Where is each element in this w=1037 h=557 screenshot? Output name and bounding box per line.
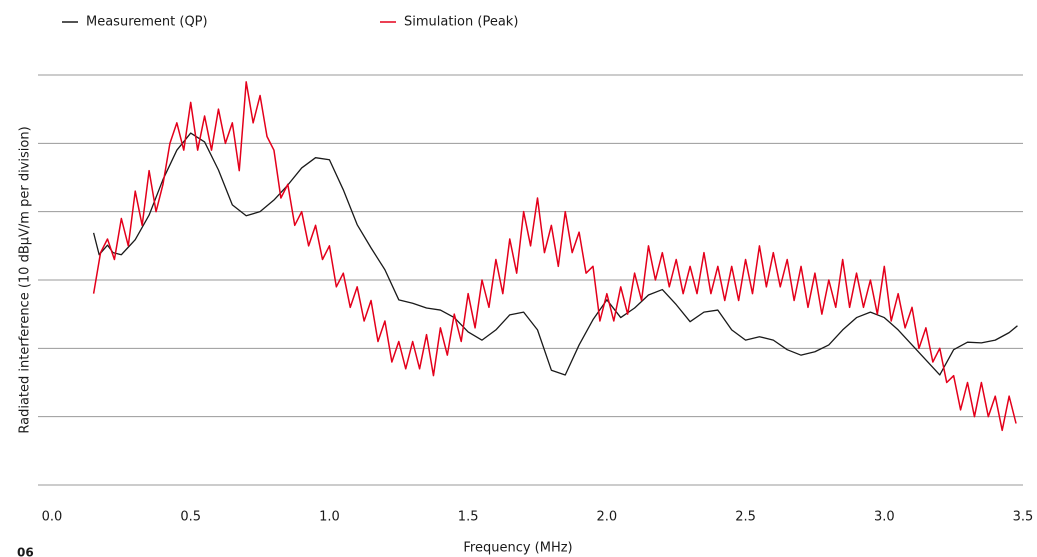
legend-label: Measurement (QP) (86, 15, 208, 30)
x-tick-label: 2.0 (597, 510, 618, 525)
x-tick-label: 3.5 (1013, 510, 1034, 525)
x-axis-label: Frequency (MHz) (463, 541, 572, 556)
footer-text: 06 (17, 546, 34, 557)
x-tick-label: 1.0 (319, 510, 340, 525)
series-line (92, 132, 1018, 376)
series-line (92, 81, 1017, 432)
x-tick-label: 3.0 (874, 510, 895, 525)
legend-label: Simulation (Peak) (404, 15, 518, 30)
x-tick-label: 0.0 (42, 510, 63, 525)
y-axis-label: Radiated interference (10 dBµV/m per div… (18, 126, 33, 433)
x-tick-label: 1.5 (458, 510, 479, 525)
x-tick-label: 0.5 (180, 510, 201, 525)
x-tick-label: 2.5 (735, 510, 756, 525)
